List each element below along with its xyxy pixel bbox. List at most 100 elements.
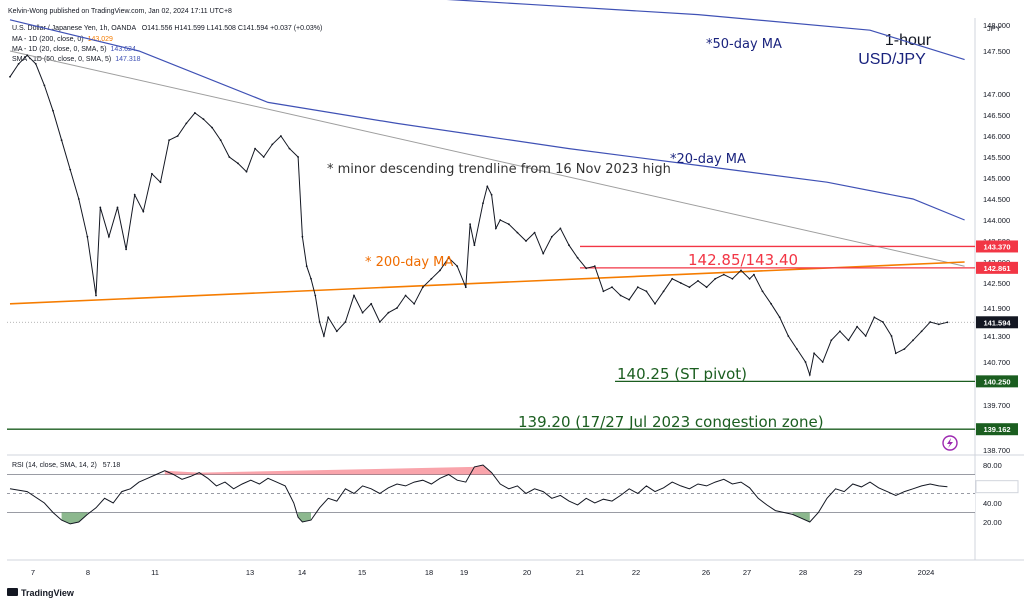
price-point xyxy=(318,321,321,323)
price-point xyxy=(344,321,347,323)
price-point xyxy=(882,321,884,323)
ma20-line xyxy=(9,19,965,221)
price-point xyxy=(499,219,502,221)
price-point xyxy=(237,162,239,165)
price-point xyxy=(697,280,699,282)
price-point xyxy=(176,135,179,137)
price-point xyxy=(495,227,497,230)
price-point xyxy=(69,168,72,171)
rsi-tick-label: 80.00 xyxy=(983,461,1002,470)
x-tick-label: 15 xyxy=(358,568,366,577)
ma-legend: MA - 1D (200, close, 0) 143.029 MA - 1D (2… xyxy=(12,36,141,63)
price-point xyxy=(662,290,665,293)
x-tick-label: 11 xyxy=(151,568,159,577)
price-point xyxy=(361,311,364,314)
price-point xyxy=(108,235,110,238)
price-point xyxy=(469,223,471,226)
ma50-line xyxy=(446,0,965,61)
price-point xyxy=(327,316,330,319)
tradingview-logo[interactable]: TradingView xyxy=(7,588,75,598)
price-point xyxy=(946,321,949,324)
ma20-annotation: *20-day MA xyxy=(670,152,746,167)
price-point xyxy=(456,265,459,268)
price-point xyxy=(305,265,308,268)
price-point xyxy=(748,277,751,280)
ma50-annotation: *50-day MA xyxy=(706,37,782,52)
price-point xyxy=(202,118,205,121)
price-point xyxy=(740,269,742,272)
price-label-value: 139.162 xyxy=(983,425,1010,434)
x-tick-label: 22 xyxy=(632,568,640,577)
rsi-tick-label: 40.00 xyxy=(983,499,1002,508)
pivot-annotation: 140.25 (ST pivot) xyxy=(617,365,747,383)
price-point xyxy=(439,269,441,272)
ohlc-values: O141.556 H141.599 L141.508 C141.594 +0.0… xyxy=(142,25,323,32)
price-point xyxy=(482,202,484,205)
y-tick-label: 148.000 xyxy=(983,21,1010,30)
price-point xyxy=(516,231,519,234)
tradingview-brand: TradingView xyxy=(21,588,75,598)
replay-icon[interactable] xyxy=(942,435,958,451)
price-point xyxy=(903,348,906,350)
ma-legend-item: MA - 1D (200, close, 0) 143.029 xyxy=(12,36,113,43)
y-tick-label: 139.700 xyxy=(983,401,1010,410)
trendline-annotation: * minor descending trendline from 16 Nov… xyxy=(327,162,671,177)
y-tick-label: 141.900 xyxy=(983,304,1010,313)
price-point xyxy=(99,206,102,209)
y-tick-label: 145.000 xyxy=(983,174,1010,183)
rsi-value-box xyxy=(975,480,1019,494)
price-point xyxy=(245,170,248,173)
price-point xyxy=(490,193,493,196)
price-point xyxy=(262,156,265,158)
price-point xyxy=(86,235,89,238)
price-point xyxy=(920,330,923,333)
price-point xyxy=(254,147,256,150)
price-point xyxy=(228,156,231,158)
price-point xyxy=(323,335,325,337)
y-tick-label: 146.500 xyxy=(983,111,1010,120)
y-tick-label: 144.000 xyxy=(983,216,1010,225)
price-point xyxy=(77,198,80,200)
price-point xyxy=(636,286,639,289)
price-point xyxy=(856,325,858,328)
price-point xyxy=(894,352,897,355)
price-scale-labels: 143.370 142.861 141.594 140.250 139.162 xyxy=(976,240,1018,436)
price-series xyxy=(9,54,949,377)
price-point xyxy=(314,294,317,297)
y-tick-label: 140.700 xyxy=(983,358,1010,367)
price-point xyxy=(611,286,613,289)
price-point xyxy=(185,122,188,125)
price-point xyxy=(194,112,196,114)
price-point xyxy=(576,256,579,259)
x-tick-label: 29 xyxy=(854,568,862,577)
price-point xyxy=(804,361,807,363)
price-point xyxy=(533,231,536,234)
price-point xyxy=(654,302,656,305)
price-point xyxy=(34,63,37,65)
price-label-value: 140.250 xyxy=(983,377,1010,386)
price-axis[interactable]: 148.000 147.500 147.000 146.500 146.000 145.5… xyxy=(983,21,1010,455)
price-point xyxy=(95,294,97,297)
price-label-box xyxy=(976,240,1018,253)
price-point xyxy=(60,139,63,142)
price-point xyxy=(301,235,304,238)
price-label-box xyxy=(976,423,1018,436)
price-point xyxy=(473,244,476,247)
price-point xyxy=(761,290,764,293)
rsi-oversold-fill xyxy=(61,512,88,524)
price-point xyxy=(830,339,833,342)
price-point xyxy=(585,267,588,270)
price-point xyxy=(808,374,811,376)
time-axis[interactable]: 7 8 11 13 14 15 18 19 20 21 22 26 27 28 29 2024 xyxy=(31,568,934,577)
price-point xyxy=(159,181,162,184)
price-label-box xyxy=(976,316,1018,329)
price-point xyxy=(297,156,299,158)
price-point xyxy=(133,193,136,196)
bolt-icon xyxy=(947,438,953,448)
resistance-annotation: 142.85/143.40 xyxy=(688,251,798,269)
rsi-label: RSI (14, close, SMA, 14, 2) xyxy=(12,462,97,469)
y-tick-label: 138.700 xyxy=(983,446,1010,455)
y-tick-label: 147.500 xyxy=(983,47,1010,56)
descending-trendline xyxy=(9,50,965,267)
